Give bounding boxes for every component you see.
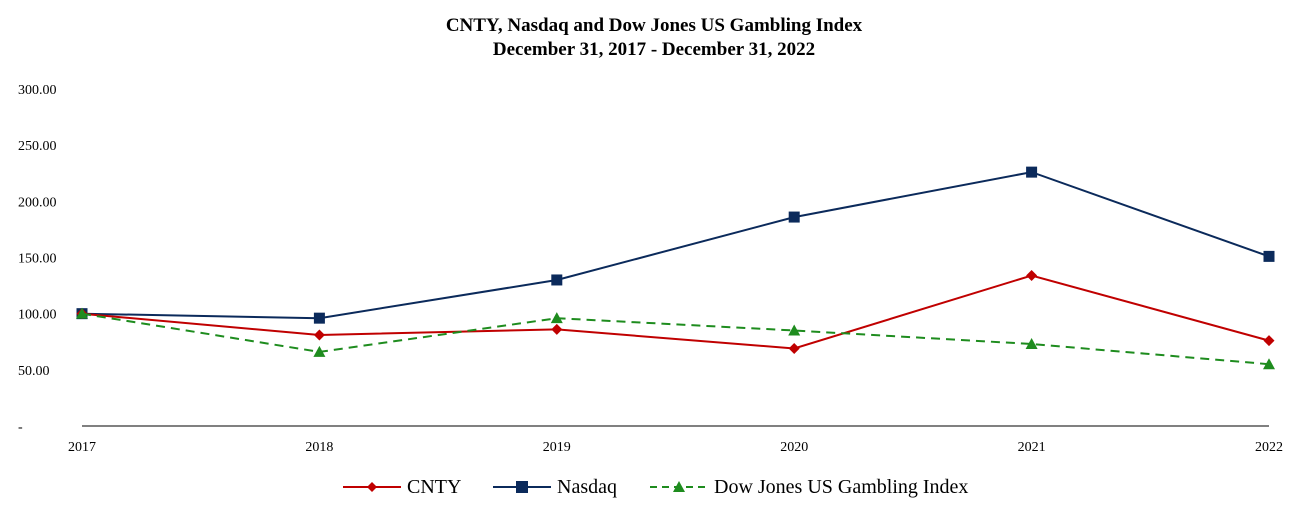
data-point-cnty: [1263, 335, 1275, 347]
legend-label-gambling: Dow Jones US Gambling Index: [714, 475, 969, 498]
legend-label-nasdaq: Nasdaq: [557, 475, 617, 498]
data-point-dow-jones-us-gambling-index: [788, 324, 801, 336]
data-point-cnty: [788, 342, 800, 354]
data-point-cnty: [551, 323, 563, 335]
data-point-nasdaq: [1026, 166, 1038, 178]
series-line-nasdaq: [81, 171, 1270, 320]
legend-swatch-nasdaq: [493, 481, 551, 493]
y-tick-label: -: [18, 420, 23, 435]
data-point-nasdaq: [551, 274, 563, 286]
data-point-nasdaq: [313, 312, 325, 324]
y-tick-label: 150.00: [18, 252, 57, 267]
legend-item-nasdaq: Nasdaq: [493, 474, 617, 500]
x-tick-label: 2019: [543, 440, 571, 455]
legend-swatch-gambling: [650, 481, 708, 492]
data-point-nasdaq: [788, 211, 800, 223]
data-point-cnty: [1026, 269, 1038, 281]
x-tick-label: 2022: [1255, 440, 1283, 455]
chart-subtitle: December 31, 2017 - December 31, 2022: [492, 39, 816, 60]
data-point-cnty: [313, 329, 325, 341]
y-tick-label: 200.00: [18, 195, 57, 210]
data-point-dow-jones-us-gambling-index: [313, 345, 326, 357]
series-line-cnty: [81, 274, 1270, 350]
y-tick-label: 300.00: [18, 83, 57, 98]
x-tick-label: 2020: [780, 440, 808, 455]
y-tick-label: 50.00: [18, 364, 50, 379]
chart-title: CNTY, Nasdaq and Dow Jones US Gambling I…: [445, 15, 863, 36]
data-point-dow-jones-us-gambling-index: [76, 307, 88, 319]
x-tick-label: 2021: [1018, 440, 1046, 455]
series-line-dow-jones-us-gambling-index: [81, 312, 1270, 366]
data-point-dow-jones-us-gambling-index: [1263, 358, 1275, 370]
legend-item-gambling: Dow Jones US Gambling Index: [650, 474, 968, 500]
x-tick-label: 2018: [305, 440, 333, 455]
data-point-nasdaq: [1263, 250, 1275, 262]
legend-item-cnty: CNTY: [343, 474, 461, 500]
data-point-dow-jones-us-gambling-index: [1025, 337, 1038, 349]
x-tick-label: 2017: [68, 440, 96, 455]
y-tick-label: 250.00: [18, 139, 57, 154]
y-tick-label: 100.00: [18, 308, 57, 323]
legend-label-cnty: CNTY: [407, 475, 462, 498]
legend: CNTY Nasdaq Dow Jones US Gambling Index: [0, 474, 1308, 500]
legend-swatch-cnty: [343, 482, 401, 492]
data-point-dow-jones-us-gambling-index: [550, 312, 563, 324]
